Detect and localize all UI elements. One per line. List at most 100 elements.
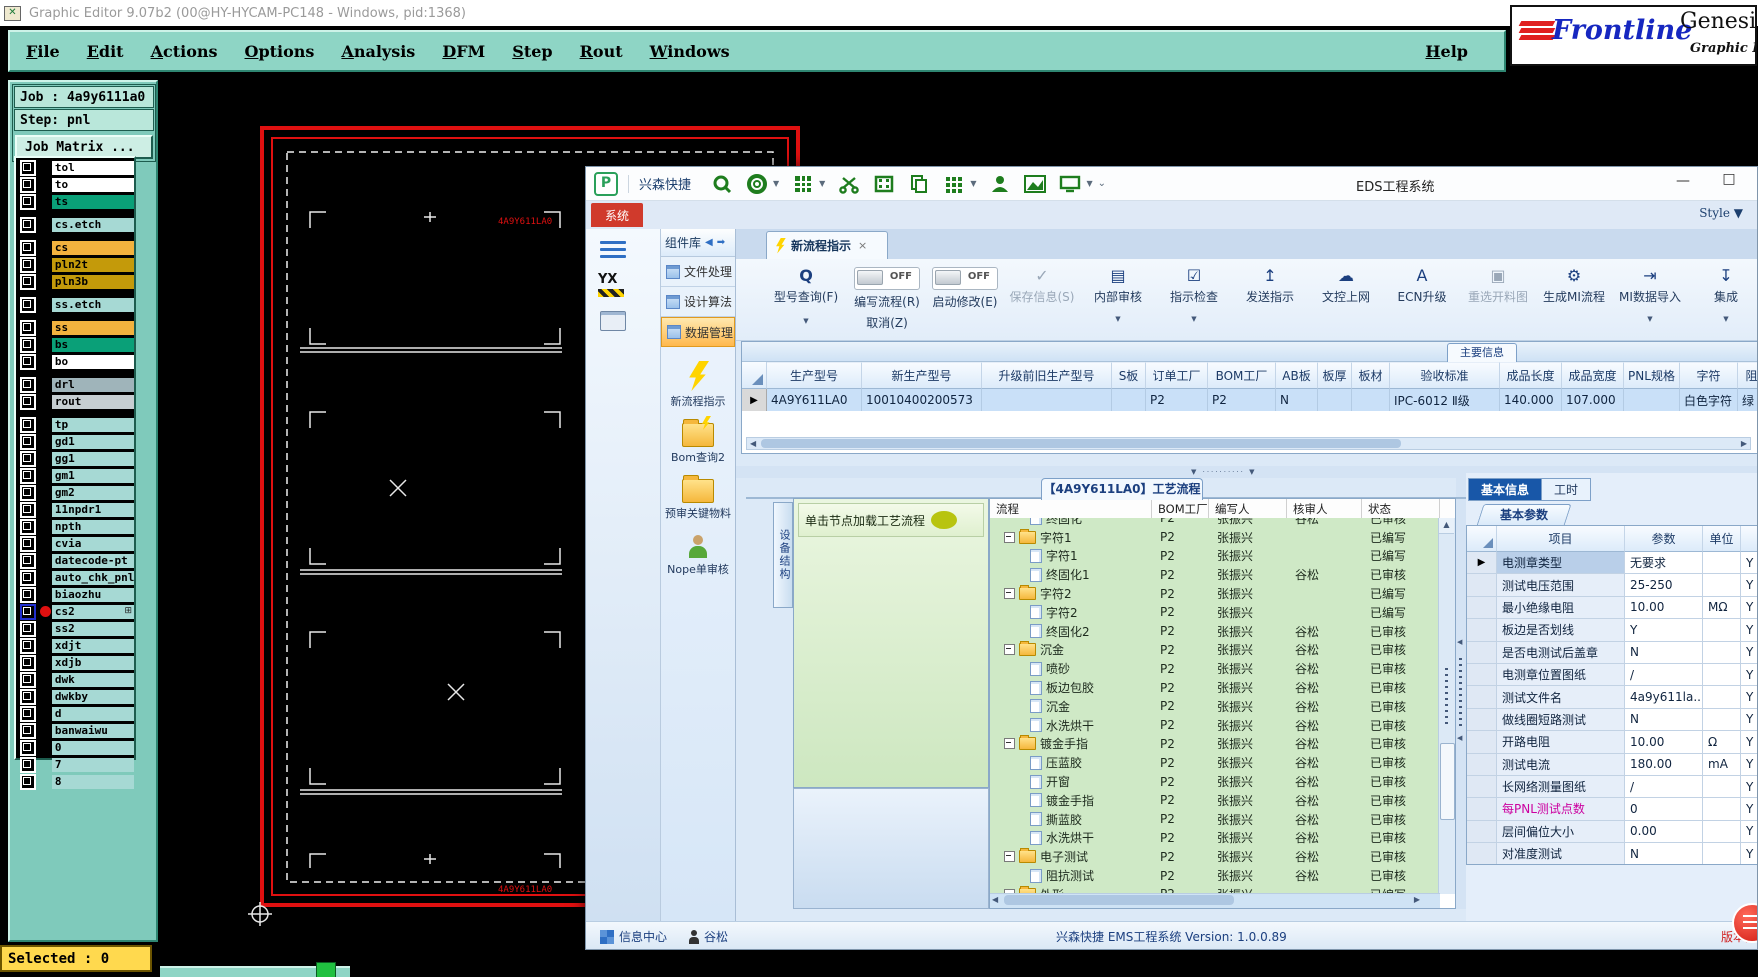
- param-row[interactable]: 电测章位置图纸 / Y: [1467, 663, 1757, 687]
- param-row[interactable]: ▶ 电测章类型 无要求 Y: [1467, 552, 1757, 575]
- layer-checkbox[interactable]: [20, 655, 36, 671]
- process-tree-row[interactable]: 终固化1 P2 张振兴 谷松 已审核: [990, 565, 1440, 584]
- process-tree-row[interactable]: 水洗烘干 P2 张振兴 谷松 已审核: [990, 716, 1440, 735]
- column-header[interactable]: AB板: [1276, 362, 1318, 389]
- layer-row[interactable]: xdjb: [16, 655, 134, 671]
- ribbon-button[interactable]: ☑ 指示检查: [1158, 265, 1230, 323]
- layer-checkbox[interactable]: [20, 553, 36, 569]
- chevron-down-icon[interactable]: ▼: [773, 179, 780, 188]
- layer-checkbox[interactable]: [20, 536, 36, 552]
- layer-checkbox[interactable]: [20, 519, 36, 535]
- layer-row[interactable]: gd1: [16, 434, 134, 450]
- layer-checkbox[interactable]: [20, 468, 36, 484]
- layer-name[interactable]: datecode-pt: [51, 554, 134, 568]
- param-row[interactable]: 测试文件名 4a9y611la... Y: [1467, 686, 1757, 709]
- layer-row[interactable]: to: [16, 177, 134, 193]
- param-row[interactable]: 对准度测试 N Y: [1467, 843, 1757, 864]
- layer-row[interactable]: d: [16, 706, 134, 722]
- tab-main-info[interactable]: 主要信息: [1447, 343, 1517, 362]
- layer-name[interactable]: cs2: [51, 605, 134, 619]
- maximize-button[interactable]: □: [1722, 171, 1736, 187]
- layer-name[interactable]: gg1: [51, 452, 134, 466]
- genesis-menu-item[interactable]: Edit: [86, 41, 124, 61]
- param-value[interactable]: 10.00: [1625, 596, 1703, 620]
- process-tree-row[interactable]: 沉金 P2 张振兴 谷松 已审核: [990, 697, 1440, 716]
- main-table-row[interactable]: ▶ 4A9Y611LA0 10010400200573 P2 P2 N IPC-6012 …: [742, 389, 1757, 411]
- column-header-value[interactable]: 参数: [1625, 526, 1703, 552]
- tree-column-header[interactable]: 核审人: [1287, 499, 1362, 518]
- process-tree-row[interactable]: 字符1 P2 张振兴 已编写: [990, 528, 1440, 547]
- layer-name[interactable]: xdjt: [51, 639, 134, 653]
- layer-name[interactable]: gd1: [51, 435, 134, 449]
- layer-name[interactable]: 8: [51, 775, 134, 789]
- layer-name[interactable]: cvia: [51, 537, 134, 551]
- column-header[interactable]: PNL规格: [1624, 362, 1680, 389]
- process-tree-row[interactable]: 喷砂 P2 张振兴 谷松 已审核: [990, 659, 1440, 678]
- layer-name[interactable]: gm2: [51, 486, 134, 500]
- left-menu-item[interactable]: 文件处理: [661, 257, 735, 287]
- process-tree-row[interactable]: 撕蓝胶 P2 张振兴 谷松 已审核: [990, 810, 1440, 829]
- layer-row[interactable]: dwk: [16, 672, 134, 688]
- layer-checkbox[interactable]: [20, 638, 36, 654]
- column-header[interactable]: 板材: [1352, 362, 1390, 389]
- layer-row[interactable]: pln3b: [16, 274, 134, 290]
- layer-checkbox[interactable]: [20, 194, 36, 210]
- layer-name[interactable]: to: [51, 178, 134, 192]
- layer-name[interactable]: tp: [51, 418, 134, 432]
- scroll-left-icon[interactable]: ◀: [750, 439, 757, 448]
- notification-badge[interactable]: [1732, 903, 1757, 943]
- tab-system[interactable]: 系统: [591, 203, 643, 227]
- process-tree-row[interactable]: 开窗 P2 张振兴 谷松 已审核: [990, 772, 1440, 791]
- layer-checkbox[interactable]: [20, 354, 36, 370]
- layer-name[interactable]: auto_chk_pnl: [51, 571, 134, 585]
- column-header[interactable]: 阻焊: [1738, 362, 1757, 389]
- layer-checkbox[interactable]: [20, 320, 36, 336]
- collapse-icon[interactable]: [1004, 851, 1015, 863]
- grid-menu-icon[interactable]: [943, 173, 965, 195]
- monitor-icon[interactable]: [1059, 173, 1081, 195]
- ribbon-button[interactable]: ▤ 内部审核: [1082, 265, 1154, 323]
- genesis-menu-item[interactable]: File: [26, 41, 60, 61]
- layer-row[interactable]: bo: [16, 354, 134, 370]
- genesis-menu-item[interactable]: Windows: [649, 41, 730, 61]
- info-center-label[interactable]: 信息中心: [619, 930, 668, 944]
- layer-checkbox[interactable]: [20, 740, 36, 756]
- toolbar-more-icon[interactable]: ⌄: [1097, 178, 1107, 189]
- layer-name[interactable]: ss2: [51, 622, 134, 636]
- chevron-down-icon[interactable]: ▼: [819, 179, 826, 188]
- close-tab-icon[interactable]: ×: [858, 239, 868, 252]
- column-header[interactable]: 字符: [1680, 362, 1738, 389]
- process-tree-row[interactable]: 沉金 P2 张振兴 谷松 已审核: [990, 641, 1440, 660]
- panel-tab[interactable]: 基本信息: [1468, 478, 1543, 501]
- param-value[interactable]: 180.00: [1625, 753, 1703, 776]
- param-row[interactable]: 板边是否划线 Y Y: [1467, 619, 1757, 642]
- layer-checkbox[interactable]: [20, 587, 36, 603]
- layer-name[interactable]: d: [51, 707, 134, 721]
- layer-row[interactable]: auto_chk_pnl: [16, 570, 134, 586]
- film-icon[interactable]: [873, 173, 895, 195]
- copy-icon[interactable]: [908, 173, 930, 195]
- layer-checkbox[interactable]: [20, 297, 36, 313]
- param-row[interactable]: 每PNL测试点数 0 Y: [1467, 798, 1757, 821]
- layer-checkbox[interactable]: [20, 451, 36, 467]
- tree-column-header[interactable]: 状态: [1362, 499, 1440, 518]
- column-header[interactable]: 生产型号: [767, 362, 862, 389]
- column-header[interactable]: 成品长度: [1500, 362, 1562, 389]
- chevron-down-icon[interactable]: ▼: [1086, 179, 1093, 188]
- layer-row[interactable]: npth: [16, 519, 134, 535]
- tree-column-header[interactable]: BOM工厂: [1152, 499, 1209, 518]
- main-table-hscrollbar[interactable]: ◀ ▶: [746, 437, 1751, 450]
- layer-name[interactable]: 7: [51, 758, 134, 772]
- layer-row[interactable]: cvia: [16, 536, 134, 552]
- info-center-icon[interactable]: [600, 929, 614, 944]
- param-row[interactable]: 测试电压范围 25-250 Y: [1467, 574, 1757, 597]
- minimize-button[interactable]: —: [1676, 173, 1690, 189]
- process-tree-row[interactable]: 镀金手指 P2 张振兴 谷松 已审核: [990, 791, 1440, 810]
- column-header[interactable]: 验收标准: [1390, 362, 1500, 389]
- ribbon-button[interactable]: ⇥ MI数据导入: [1614, 265, 1686, 323]
- layer-checkbox[interactable]: [20, 757, 36, 773]
- device-icon[interactable]: [600, 311, 626, 331]
- layer-checkbox[interactable]: [20, 217, 36, 233]
- process-tree-row[interactable]: 字符2 P2 张振兴 已编写: [990, 603, 1440, 622]
- tool-nope-audit[interactable]: Nope单审核: [661, 535, 735, 577]
